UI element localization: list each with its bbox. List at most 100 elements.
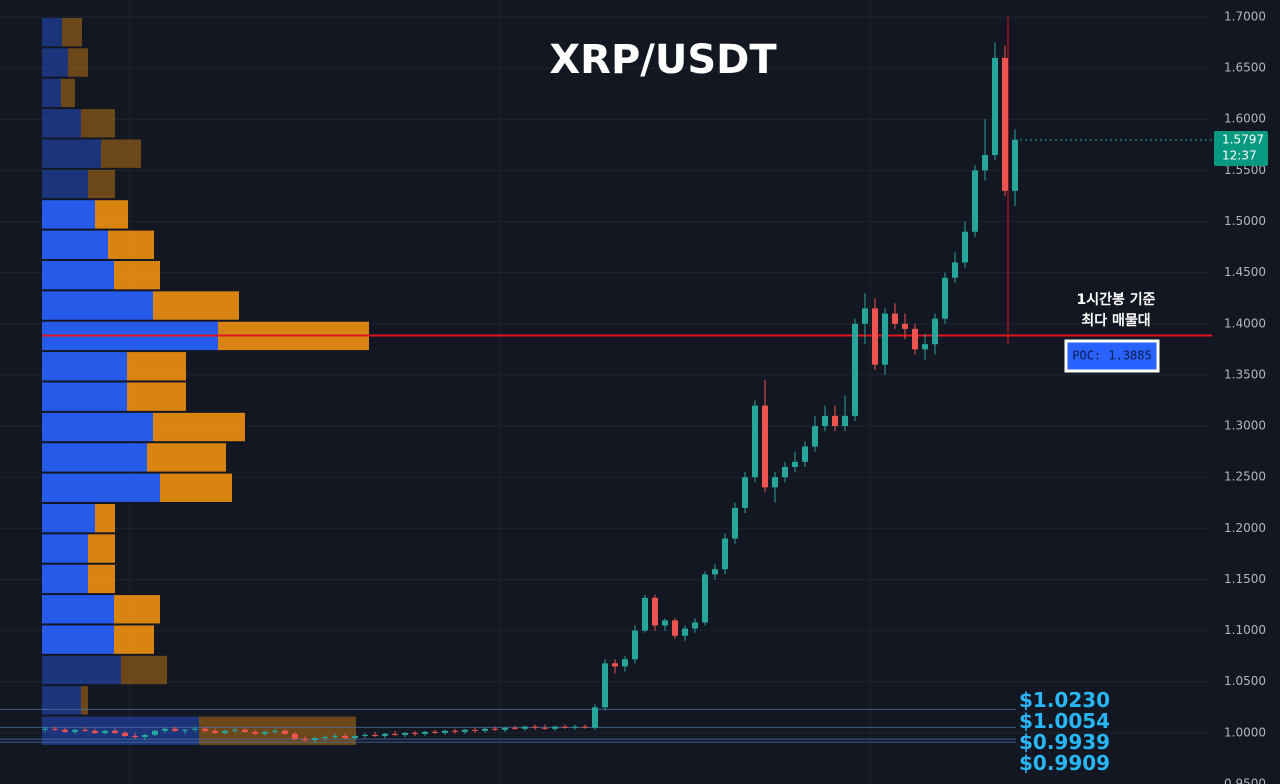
candle-body bbox=[202, 728, 208, 731]
candle-body bbox=[452, 730, 458, 732]
candle-body bbox=[302, 739, 308, 741]
profile-sell-bar bbox=[81, 686, 88, 715]
candle-body bbox=[192, 728, 198, 730]
candle-body bbox=[832, 415, 838, 427]
candle-body bbox=[482, 728, 488, 731]
y-tick-label: 1.4000 bbox=[1224, 316, 1266, 330]
profile-sell-bar bbox=[153, 412, 245, 442]
candle-body bbox=[842, 415, 848, 427]
profile-buy-bar bbox=[42, 169, 88, 199]
profile-buy-bar bbox=[42, 686, 81, 715]
profile-sell-bar bbox=[81, 109, 115, 138]
candle-body bbox=[592, 707, 598, 728]
candle-body bbox=[622, 659, 628, 667]
profile-buy-bar bbox=[42, 625, 114, 654]
profile-sell-bar bbox=[114, 625, 154, 654]
candle-body bbox=[602, 663, 608, 708]
y-tick-label: 1.1500 bbox=[1224, 572, 1266, 586]
y-tick-label: 1.7000 bbox=[1224, 9, 1266, 23]
y-tick-label: 1.0000 bbox=[1224, 725, 1266, 739]
candle-body bbox=[572, 726, 578, 728]
price-lines bbox=[0, 17, 1212, 743]
candle-body bbox=[862, 308, 868, 324]
profile-buy-bar bbox=[42, 382, 127, 411]
profile-sell-bar bbox=[108, 230, 154, 259]
y-tick-label: 1.0500 bbox=[1224, 674, 1266, 688]
candle-body bbox=[432, 731, 438, 733]
profile-buy-bar bbox=[42, 503, 95, 533]
profile-sell-bar bbox=[121, 655, 167, 685]
candle-body bbox=[352, 735, 358, 738]
candle-body bbox=[322, 736, 328, 738]
profile-sell-bar bbox=[199, 716, 356, 745]
y-tick-label: 1.2500 bbox=[1224, 470, 1266, 484]
profile-buy-bar bbox=[42, 230, 108, 259]
profile-sell-bar bbox=[88, 534, 115, 563]
candle-body bbox=[242, 729, 248, 732]
profile-buy-bar bbox=[42, 564, 88, 594]
last-price-label: 1.5797 bbox=[1222, 133, 1264, 147]
candle-body bbox=[312, 737, 318, 741]
candle-body bbox=[92, 730, 98, 733]
y-tick-label: 1.1000 bbox=[1224, 623, 1266, 637]
profile-sell-bar bbox=[88, 169, 115, 199]
candle-body bbox=[462, 729, 468, 732]
candle-body bbox=[412, 732, 418, 734]
candle-body bbox=[662, 620, 668, 626]
candle-body bbox=[772, 477, 778, 488]
profile-buy-bar bbox=[42, 200, 95, 229]
candle-body bbox=[402, 732, 408, 735]
candle-body bbox=[912, 328, 918, 350]
candle-body bbox=[472, 729, 478, 731]
candle-body bbox=[442, 730, 448, 733]
candle-body bbox=[342, 735, 348, 738]
y-tick-label: 1.3500 bbox=[1224, 367, 1266, 381]
profile-buy-bar bbox=[42, 352, 127, 381]
profile-sell-bar bbox=[61, 78, 75, 108]
y-tick-label: 1.3000 bbox=[1224, 419, 1266, 433]
candle-body bbox=[552, 726, 558, 729]
profile-buy-bar bbox=[42, 412, 153, 442]
candle-body bbox=[962, 231, 968, 263]
candle-body bbox=[972, 170, 978, 232]
candle-body bbox=[542, 727, 548, 729]
candle-body bbox=[1002, 57, 1008, 191]
candle-body bbox=[532, 726, 538, 728]
poc-box bbox=[1064, 339, 1160, 373]
candle-body bbox=[522, 726, 528, 729]
candle-body bbox=[332, 735, 338, 737]
candle-body bbox=[872, 308, 878, 365]
candle-body bbox=[852, 323, 858, 416]
candle-body bbox=[362, 734, 368, 736]
candle-body bbox=[152, 730, 158, 735]
candle-body bbox=[632, 630, 638, 660]
profile-buy-bar bbox=[42, 291, 153, 320]
profile-sell-bar bbox=[127, 352, 186, 381]
annotation: 최다 매물대 bbox=[1081, 313, 1150, 329]
price-line-label: $1.0054 bbox=[1019, 709, 1110, 733]
price-line-label: $1.0230 bbox=[1019, 688, 1110, 712]
profile-buy-bar bbox=[42, 109, 81, 138]
countdown-label: 12:37 bbox=[1222, 149, 1257, 163]
profile-buy-bar bbox=[42, 139, 101, 168]
profile-sell-bar bbox=[160, 473, 232, 502]
y-tick-label: 1.6000 bbox=[1224, 112, 1266, 126]
candle-body bbox=[942, 277, 948, 319]
candle-body bbox=[162, 728, 168, 731]
profile-buy-bar bbox=[42, 48, 68, 77]
candle-body bbox=[792, 461, 798, 467]
candle-body bbox=[1012, 139, 1018, 191]
candle-body bbox=[72, 729, 78, 732]
candle-body bbox=[982, 155, 988, 171]
candle-body bbox=[932, 318, 938, 345]
profile-buy-bar bbox=[42, 17, 62, 47]
candle-body bbox=[292, 733, 298, 740]
candle-body bbox=[742, 477, 748, 508]
profile-sell-bar bbox=[114, 260, 160, 290]
candle-body bbox=[492, 728, 498, 730]
candle-body bbox=[232, 729, 238, 731]
profile-sell-bar bbox=[88, 564, 115, 594]
candle-body bbox=[272, 730, 278, 732]
candle-body bbox=[112, 730, 118, 733]
